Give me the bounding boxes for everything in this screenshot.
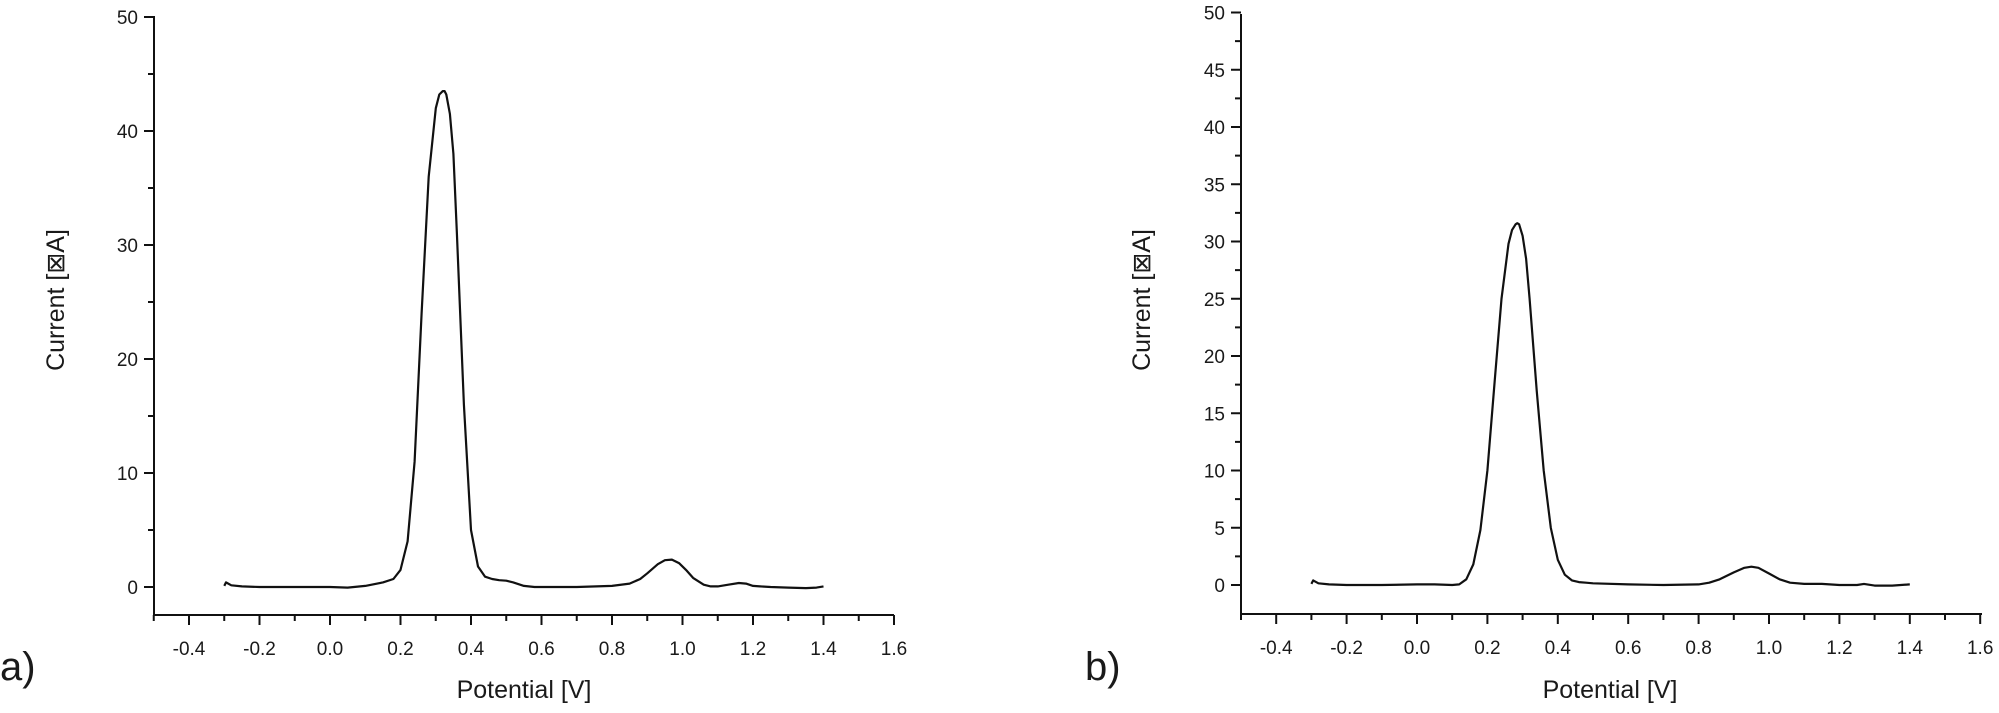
x-tick-label: 0.0 <box>1404 638 1430 659</box>
y-tick-label: 50 <box>1204 4 1225 25</box>
panel-label-b: b) <box>1085 645 1121 689</box>
chart-panel-a: 0 10 20 30 40 50 -0.4 -0.2 0.0 0.2 0.4 0.6 0.8 1.0 1.2… <box>0 8 907 704</box>
x-tick-label: 0.6 <box>1615 638 1641 659</box>
y-tick-label: 5 <box>1214 519 1225 540</box>
y-axis-title-a: Current [⊠A] <box>42 229 70 371</box>
panel-label-a: a) <box>0 645 36 689</box>
y-tick-label: 10 <box>117 464 138 485</box>
x-tick-label: 1.6 <box>1967 638 1993 659</box>
x-tick-label: 1.4 <box>810 639 837 660</box>
y-tick-label: 30 <box>117 236 138 257</box>
axes-b: 0 5 10 15 20 25 30 35 40 45 50 -0.4 -0.2 0.0 0.2 0.4 0.6… <box>1204 4 1994 660</box>
x-tick-label: -0.4 <box>1260 638 1293 659</box>
y-tick-label: 20 <box>1204 347 1225 368</box>
x-tick-label: 1.0 <box>669 639 695 660</box>
x-tick-label: -0.4 <box>173 639 206 660</box>
x-tick-label: -0.2 <box>1330 638 1363 659</box>
x-tick-label: 1.2 <box>1826 638 1852 659</box>
y-tick-label: 15 <box>1204 404 1225 425</box>
x-axis-title-a: Potential [V] <box>457 676 592 704</box>
x-tick-label: 0.2 <box>387 639 413 660</box>
y-tick-label: 40 <box>117 122 138 143</box>
x-tick-label: 1.2 <box>740 639 766 660</box>
axes-a: 0 10 20 30 40 50 -0.4 -0.2 0.0 0.2 0.4 0.6 0.8 1.0 1.2… <box>117 8 907 660</box>
x-tick-label: 0.2 <box>1474 638 1500 659</box>
y-tick-label: 0 <box>127 578 138 599</box>
x-tick-label: 0.4 <box>1545 638 1572 659</box>
x-tick-label: 0.8 <box>1685 638 1711 659</box>
x-tick-label: 1.0 <box>1756 638 1782 659</box>
x-tick-label: -0.2 <box>243 639 276 660</box>
curve-b <box>1310 222 1910 587</box>
curve-a <box>223 89 824 590</box>
x-tick-label: 0.4 <box>458 639 485 660</box>
x-axis-title-b: Potential [V] <box>1543 676 1678 704</box>
y-tick-label: 50 <box>117 8 138 29</box>
x-tick-label: 0.0 <box>317 639 343 660</box>
y-tick-label: 10 <box>1204 462 1225 483</box>
y-tick-label: 30 <box>1204 233 1225 254</box>
x-tick-label: 0.8 <box>599 639 625 660</box>
y-tick-label: 35 <box>1204 175 1225 196</box>
chart-panel-b: 0 5 10 15 20 25 30 35 40 45 50 -0.4 -0.2 0.0 0.2 0.4 0.6… <box>1085 4 1993 705</box>
y-tick-label: 45 <box>1204 61 1225 82</box>
y-tick-label: 25 <box>1204 290 1225 311</box>
y-tick-label: 40 <box>1204 118 1225 139</box>
x-tick-label: 1.4 <box>1897 638 1924 659</box>
x-tick-label: 0.6 <box>528 639 554 660</box>
y-tick-label: 20 <box>117 350 138 371</box>
y-tick-label: 0 <box>1214 576 1225 597</box>
y-axis-title-b: Current [⊠A] <box>1128 229 1156 371</box>
x-tick-label: 1.6 <box>881 639 907 660</box>
